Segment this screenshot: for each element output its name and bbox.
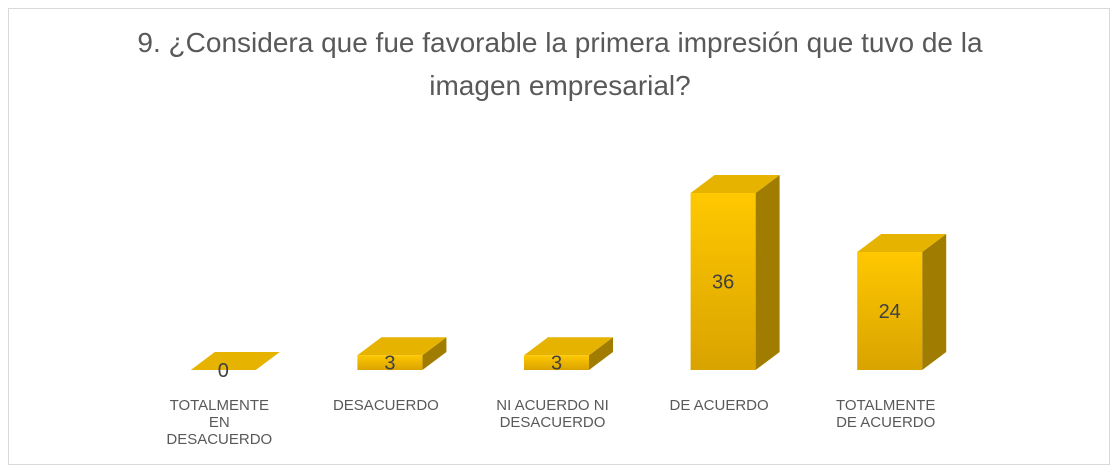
bar bbox=[857, 252, 923, 370]
text-line: DESACUERDO bbox=[333, 397, 439, 414]
text-line: DE ACUERDO bbox=[836, 414, 935, 431]
text-line: NI ACUERDO NI bbox=[496, 397, 609, 414]
text-line: DESACUERDO bbox=[166, 431, 272, 448]
bar bbox=[690, 193, 756, 370]
x-tick-label: DESACUERDO bbox=[333, 397, 439, 414]
bar-top bbox=[524, 337, 613, 356]
x-tick-label: TOTALMENTE EN DESACUERDO bbox=[166, 397, 272, 448]
text-line: 9. ¿Considera que fue favorable la prime… bbox=[137, 27, 983, 58]
data-label: 3 bbox=[551, 353, 562, 375]
x-tick-label: DE ACUERDO bbox=[670, 397, 769, 414]
chart-title: 9. ¿Considera que fue favorable la prime… bbox=[137, 27, 983, 101]
bar-side bbox=[589, 337, 613, 370]
data-label: 24 bbox=[879, 301, 901, 323]
x-tick-label: TOTALMENTE DE ACUERDO bbox=[836, 397, 935, 431]
text-line: EN bbox=[209, 414, 230, 431]
text-line: TOTALMENTE bbox=[836, 397, 935, 414]
bar-top bbox=[857, 234, 947, 252]
bar-top bbox=[357, 337, 447, 356]
text-line: DESACUERDO bbox=[500, 414, 606, 431]
data-label: 3 bbox=[384, 353, 395, 375]
data-label: 0 bbox=[218, 360, 229, 382]
bar-top bbox=[690, 175, 780, 193]
bar-top bbox=[190, 352, 280, 370]
bar bbox=[357, 355, 423, 370]
data-label: 36 bbox=[712, 272, 734, 294]
text-line: DE ACUERDO bbox=[670, 397, 769, 414]
text-line: imagen empresarial? bbox=[429, 70, 690, 101]
bar-side bbox=[755, 175, 780, 370]
x-tick-label: NI ACUERDO NI DESACUERDO bbox=[496, 397, 609, 431]
bar bbox=[524, 355, 589, 370]
text-line: TOTALMENTE bbox=[170, 397, 269, 414]
bar-side bbox=[422, 337, 447, 370]
bar-side bbox=[922, 234, 947, 370]
